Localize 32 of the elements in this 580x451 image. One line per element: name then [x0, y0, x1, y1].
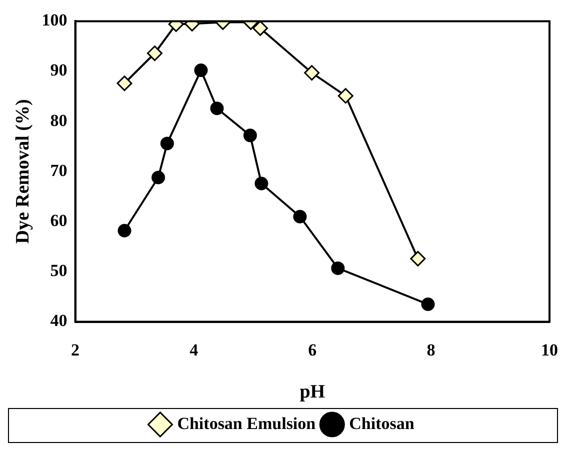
point — [243, 128, 257, 142]
point — [152, 170, 166, 184]
x-tick-label: 4 — [190, 340, 199, 360]
y-tick-label: 80 — [50, 110, 68, 130]
point — [146, 46, 162, 62]
point — [410, 250, 426, 266]
point — [210, 102, 224, 116]
legend-label: Chitosan — [349, 414, 415, 433]
x-axis-title: pH — [300, 382, 326, 403]
point — [421, 298, 435, 312]
y-tick-label: 60 — [50, 210, 68, 230]
y-tick-label: 40 — [50, 311, 68, 330]
x-tick-label: 8 — [426, 340, 436, 360]
point — [160, 136, 174, 150]
point — [118, 224, 132, 238]
point — [116, 76, 132, 92]
x-tick-label: 6 — [308, 340, 317, 360]
y-tick-label: 70 — [50, 160, 68, 180]
x-tick-label: 10 — [541, 340, 558, 360]
point — [252, 21, 268, 36]
point — [194, 64, 208, 78]
point — [338, 88, 354, 104]
y-tick-label: 90 — [50, 60, 68, 80]
point — [254, 176, 268, 190]
y-tick-label: 100 — [42, 10, 68, 30]
point — [331, 261, 345, 275]
point — [304, 65, 320, 81]
x-tick-label: 2 — [71, 340, 80, 360]
point — [293, 210, 307, 224]
legend-label: Chitosan Emulsion — [177, 414, 316, 433]
y-axis-title: Dye Removal (%) — [12, 99, 34, 244]
y-tick-label: 50 — [50, 261, 68, 280]
